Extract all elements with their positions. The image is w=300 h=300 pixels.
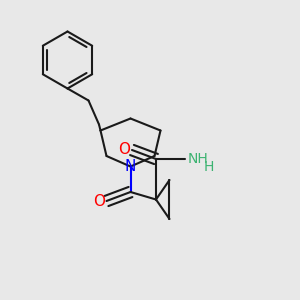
Text: N: N bbox=[125, 159, 136, 174]
Text: NH: NH bbox=[188, 152, 208, 166]
Text: H: H bbox=[204, 160, 214, 173]
Text: O: O bbox=[93, 194, 105, 208]
Text: O: O bbox=[118, 142, 130, 158]
